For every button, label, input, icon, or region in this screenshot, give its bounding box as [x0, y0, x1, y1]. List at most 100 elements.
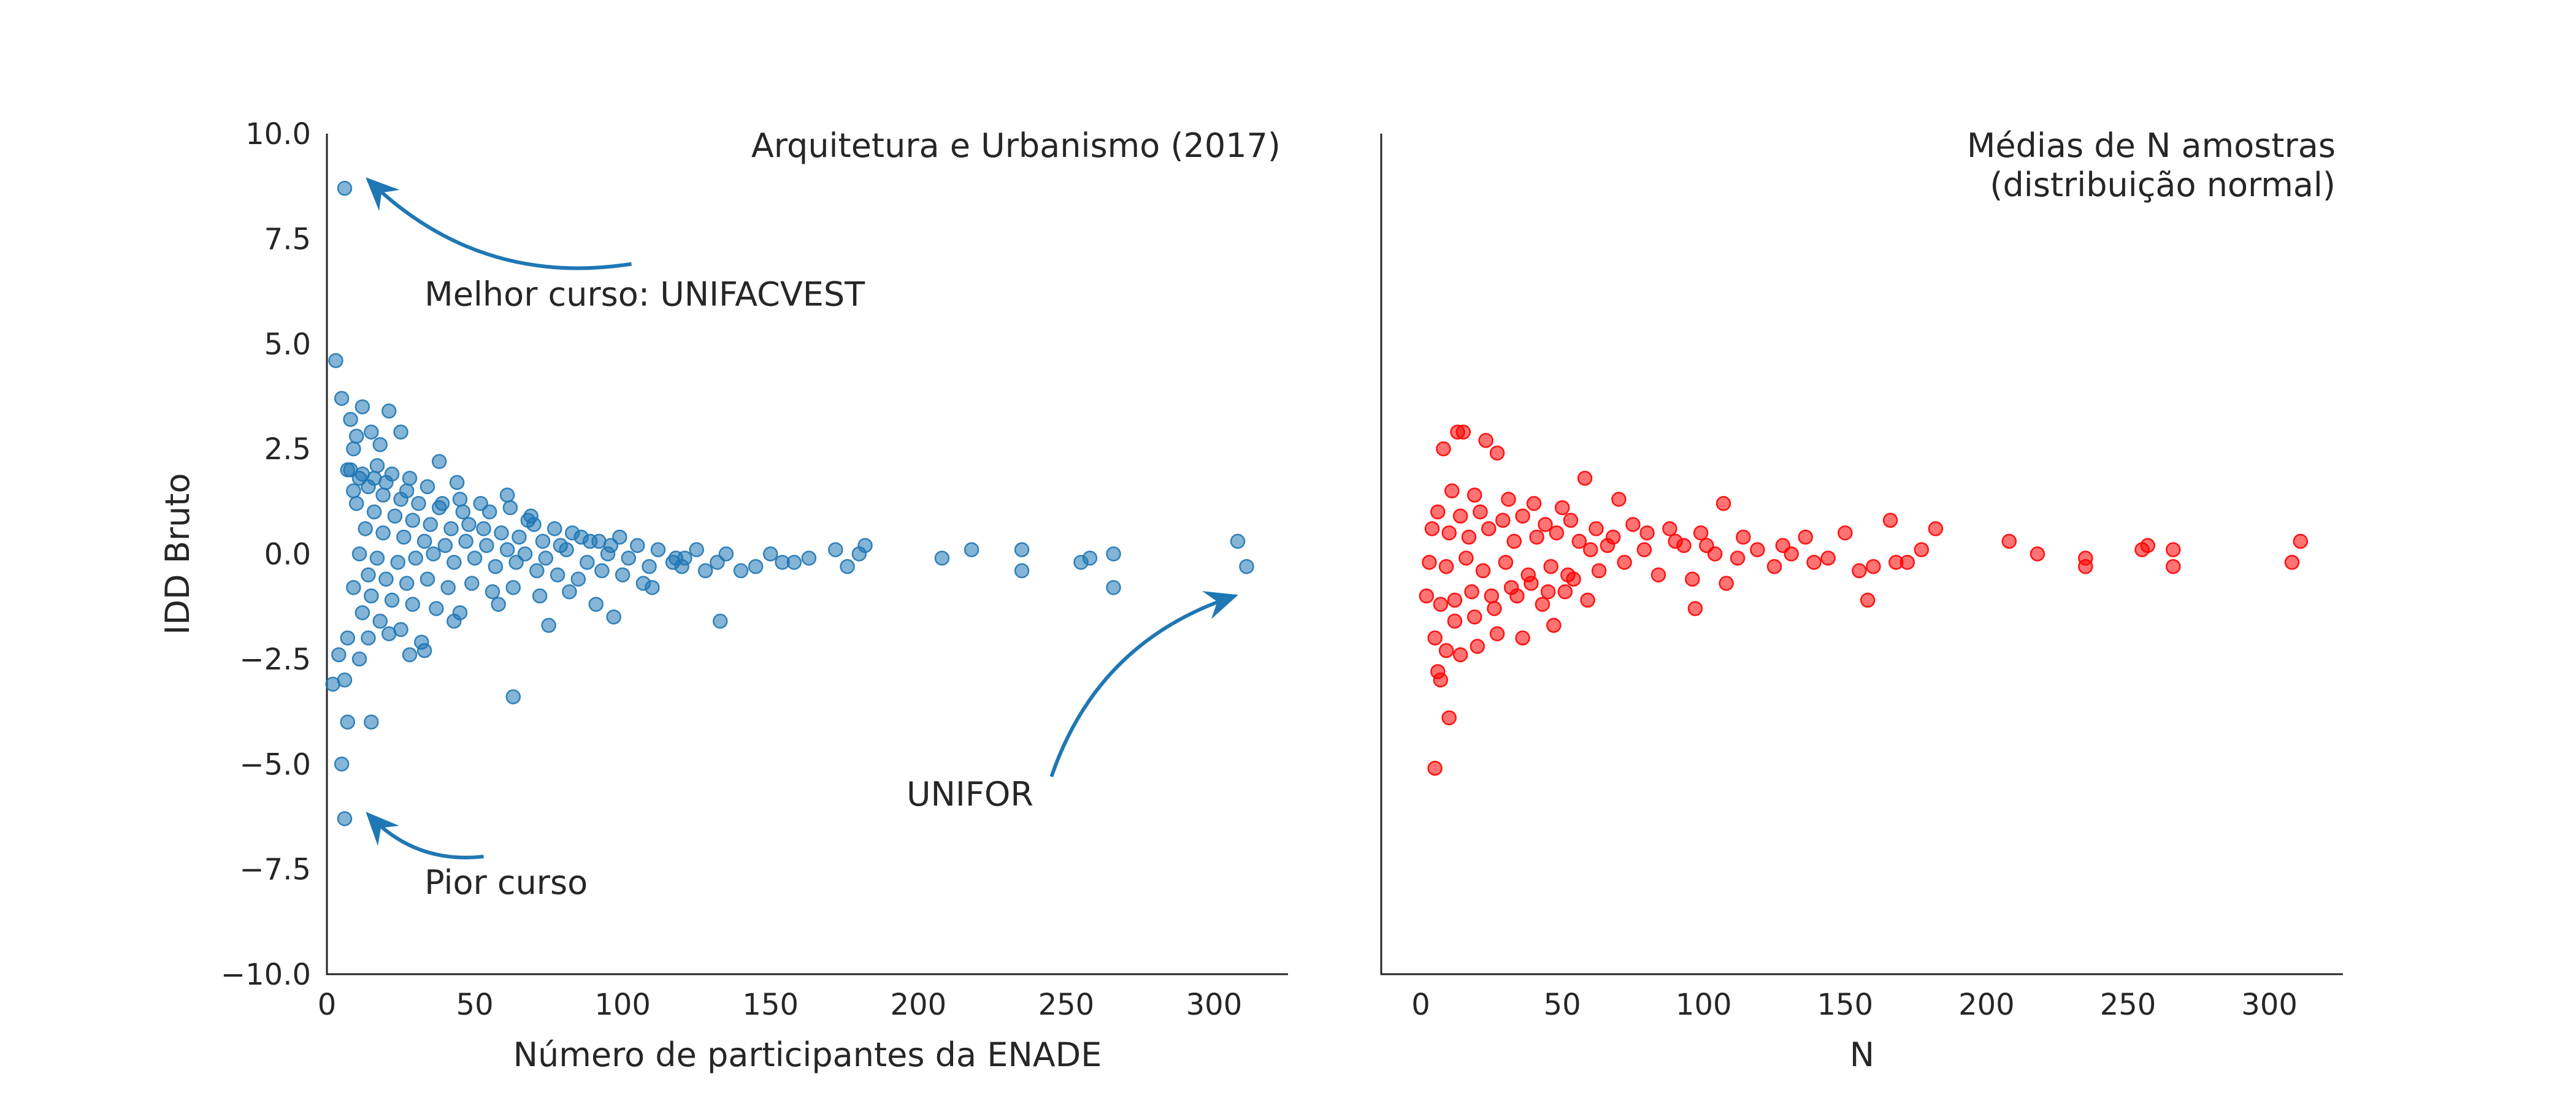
data-point — [1605, 529, 1621, 545]
data-point — [1501, 492, 1516, 507]
data-point — [461, 517, 477, 532]
data-point — [1470, 639, 1485, 654]
data-point — [535, 533, 551, 549]
x-tick-label: 150 — [742, 988, 799, 1022]
annotation-arrow — [1049, 591, 1238, 777]
data-point — [697, 563, 713, 579]
data-point — [603, 538, 619, 554]
x-tick-label: 0 — [1411, 988, 1430, 1022]
data-point — [1461, 529, 1477, 545]
data-point — [1766, 559, 1782, 574]
x-axis-label: Número de participantes da ENADE — [513, 1035, 1102, 1074]
data-point — [420, 571, 435, 587]
data-point — [399, 483, 415, 498]
data-point — [1636, 542, 1652, 557]
data-point — [1798, 529, 1814, 545]
data-point — [1441, 525, 1457, 541]
data-point — [1438, 643, 1454, 658]
data-point — [440, 580, 456, 595]
data-point — [1082, 551, 1098, 566]
data-point — [334, 391, 350, 406]
data-point — [1611, 492, 1627, 507]
data-point — [2284, 554, 2300, 570]
data-point — [642, 559, 657, 574]
data-point — [1928, 521, 1944, 536]
data-point — [1489, 626, 1505, 641]
data-point — [364, 424, 379, 440]
data-point — [630, 538, 645, 554]
data-point — [328, 353, 343, 368]
data-point — [710, 554, 725, 570]
annotation-label: Pior curso — [424, 863, 588, 902]
y-tick-label: −10.0 — [221, 958, 311, 992]
data-point — [1866, 559, 1881, 574]
panel-title: Médias de N amostras — [1967, 126, 2336, 165]
data-point — [748, 559, 764, 574]
data-point — [393, 424, 408, 440]
data-point — [337, 180, 353, 196]
data-point — [1473, 504, 1488, 520]
data-point — [594, 563, 610, 579]
data-point — [426, 546, 441, 562]
data-point — [2140, 538, 2156, 554]
data-point — [364, 588, 379, 604]
data-point — [458, 533, 473, 549]
data-point — [1543, 559, 1558, 574]
data-point — [405, 597, 421, 612]
data-point — [1650, 567, 1666, 583]
data-point — [499, 487, 515, 503]
data-point — [1444, 483, 1460, 498]
data-point — [1625, 517, 1641, 532]
data-point — [562, 584, 577, 600]
data-point — [1736, 529, 1751, 545]
data-point — [505, 689, 521, 704]
data-point — [1639, 525, 1655, 541]
data-point — [1775, 538, 1791, 554]
data-point — [1484, 588, 1500, 604]
data-point — [1106, 546, 1121, 562]
data-point — [434, 495, 450, 511]
data-point — [1489, 445, 1505, 461]
data-point — [550, 567, 565, 583]
data-point — [1524, 576, 1539, 591]
y-tick-label: −5.0 — [239, 747, 311, 782]
data-point — [964, 542, 979, 557]
data-point — [1106, 580, 1121, 595]
data-point — [1438, 559, 1454, 574]
data-point — [343, 411, 358, 427]
data-point — [375, 525, 391, 541]
data-point — [355, 605, 370, 620]
data-point — [396, 529, 412, 545]
data-points — [1419, 424, 2309, 776]
data-point — [467, 551, 483, 566]
data-point — [455, 504, 471, 520]
data-point — [366, 504, 382, 520]
data-point — [2293, 533, 2309, 549]
data-point — [1589, 521, 1604, 536]
data-point — [1433, 597, 1449, 612]
data-point — [325, 676, 340, 692]
data-point — [355, 399, 370, 414]
data-point — [447, 613, 462, 629]
data-point — [1546, 617, 1562, 633]
data-point — [1452, 508, 1468, 524]
data-point — [1699, 538, 1714, 554]
data-point — [505, 580, 521, 595]
data-point — [1498, 554, 1514, 570]
data-point — [668, 551, 684, 566]
left-scatter-panel: 0 50 100 150 200 250 300 10.0 7.5 5.0 2.5 0.0 −2.5 −5… — [158, 117, 1288, 1074]
data-point — [2001, 533, 2017, 549]
data-point — [387, 508, 403, 524]
data-point — [1427, 630, 1443, 646]
data-point — [411, 495, 426, 511]
data-point — [1685, 571, 1700, 587]
data-point — [1715, 495, 1731, 511]
data-point — [1535, 597, 1551, 612]
data-point — [408, 551, 423, 566]
data-point — [351, 470, 367, 486]
x-tick-label: 100 — [594, 988, 651, 1022]
data-point — [381, 403, 397, 419]
data-point — [399, 576, 415, 591]
data-point — [473, 495, 488, 511]
data-point — [1506, 533, 1522, 549]
